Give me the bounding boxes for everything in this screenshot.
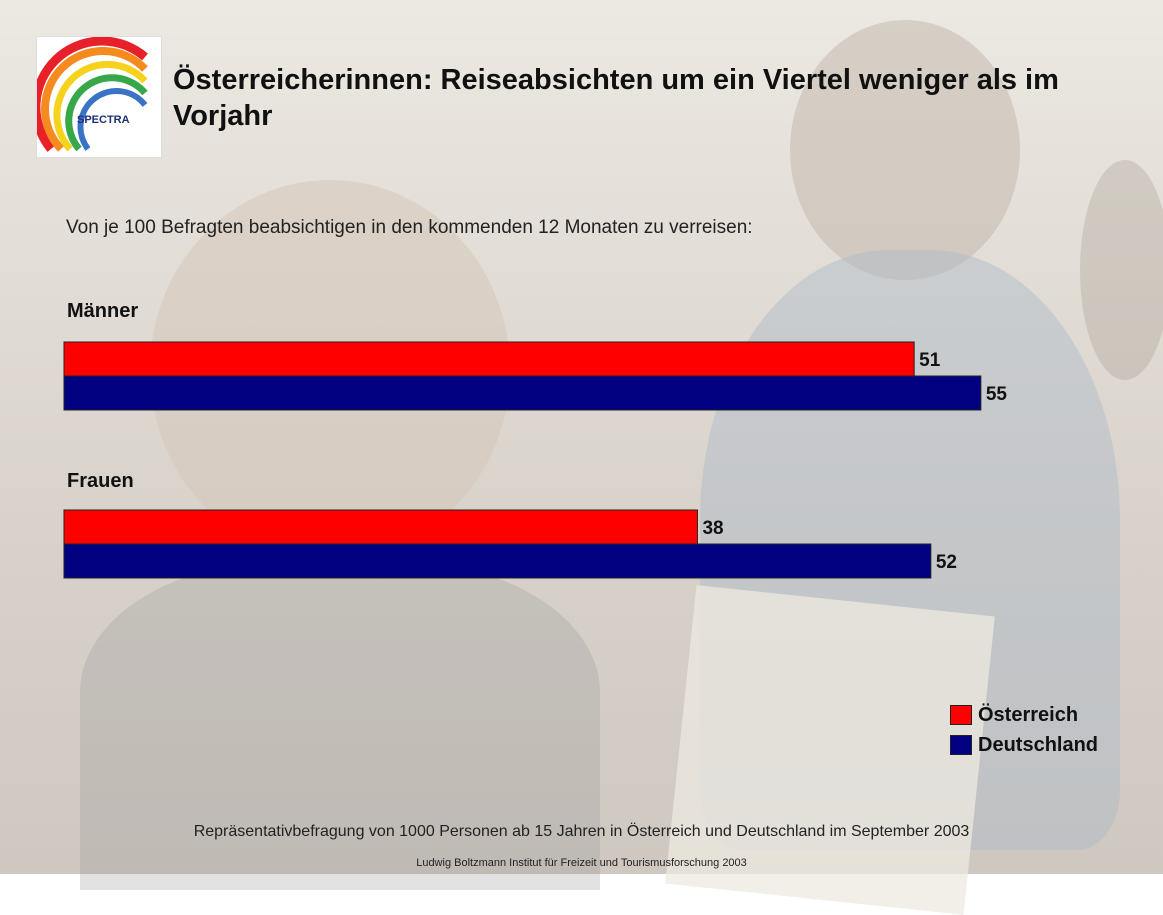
legend-label-deutschland: Deutschland [978, 733, 1099, 756]
bar-maenner-deutschland [63, 375, 982, 411]
legend-item-deutschland: Deutschland [950, 730, 1098, 760]
data-label-frauen-oesterreich: 38 [702, 518, 723, 539]
data-label-maenner-oesterreich: 51 [919, 350, 941, 371]
chart-subtitle: Von je 100 Befragten beabsichtigen in de… [66, 217, 753, 238]
page-title: Österreicherinnen: Reiseabsichten um ein… [173, 64, 1059, 132]
legend-item-oesterreich: Österreich [950, 700, 1098, 730]
legend-swatch-oesterreich [950, 705, 972, 725]
survey-footnote: Repräsentativbefragung von 1000 Personen… [193, 823, 970, 840]
spectra-logo: SPECTRA [36, 36, 162, 158]
background-man-head [790, 20, 1020, 280]
institute-footnote: Ludwig Boltzmann Institut für Freizeit u… [416, 857, 747, 869]
category-label-maenner: Männer [67, 300, 139, 322]
legend-swatch-deutschland [950, 735, 972, 755]
background-passenger [1080, 160, 1163, 380]
bar-frauen-deutschland [63, 543, 932, 579]
logo-text: SPECTRA [77, 114, 130, 126]
bar-maenner-oesterreich [63, 341, 915, 377]
data-label-frauen-deutschland: 52 [936, 552, 957, 573]
bar-frauen-oesterreich [63, 509, 698, 545]
legend-label-oesterreich: Österreich [978, 703, 1079, 726]
category-label-frauen: Frauen [67, 470, 134, 492]
bar-chart: 51 55 38 52 [63, 341, 1008, 579]
data-label-maenner-deutschland: 55 [986, 384, 1008, 405]
chart-legend: Österreich Deutschland [950, 700, 1098, 760]
background-woman-body [80, 560, 600, 890]
